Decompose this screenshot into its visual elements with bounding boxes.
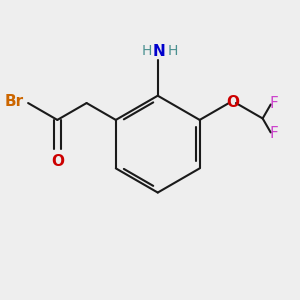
Text: Br: Br bbox=[4, 94, 24, 110]
Text: H: H bbox=[167, 44, 178, 58]
Text: O: O bbox=[226, 95, 239, 110]
Text: O: O bbox=[51, 154, 64, 169]
Text: F: F bbox=[270, 95, 279, 110]
Text: F: F bbox=[270, 126, 279, 141]
Text: H: H bbox=[141, 44, 152, 58]
Text: N: N bbox=[153, 44, 166, 59]
